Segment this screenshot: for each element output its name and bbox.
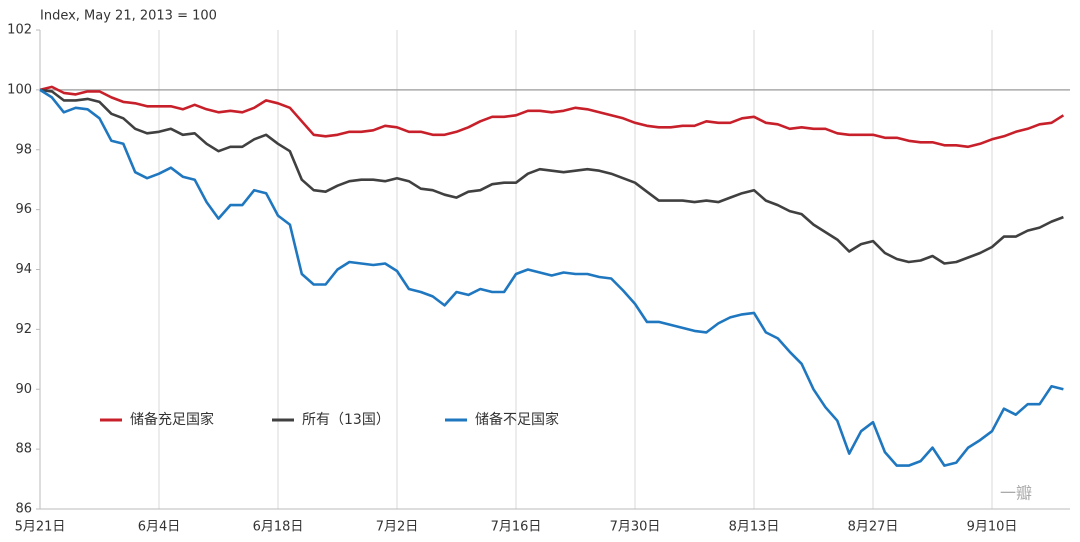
x-tick-label: 9月10日: [967, 520, 1018, 535]
x-tick-label: 6月4日: [138, 520, 181, 535]
x-tick-label: 7月16日: [491, 520, 542, 535]
y-tick-label: 90: [15, 382, 32, 397]
x-tick-label: 8月13日: [729, 520, 780, 535]
series-line: [39, 88, 1064, 467]
y-tick-label: 88: [15, 442, 32, 457]
y-tick-label: 94: [15, 262, 32, 277]
x-tick-label: 7月30日: [610, 520, 661, 535]
y-tick-label: 86: [15, 502, 32, 517]
x-tick-label: 7月2日: [376, 520, 419, 535]
series-line: [39, 85, 1065, 149]
y-tick-label: 92: [15, 322, 32, 337]
series-line: [39, 88, 1064, 265]
y-tick-label: 102: [7, 23, 32, 38]
legend-label: 所有（13国）: [302, 412, 390, 428]
y-axis-label: Index, May 21, 2013 = 100: [40, 9, 217, 24]
x-tick-label: 8月27日: [848, 520, 899, 535]
x-tick-label: 6月18日: [253, 520, 304, 535]
y-tick-label: 98: [15, 142, 32, 157]
watermark: 一瓣: [1000, 484, 1032, 503]
x-tick-label: 5月21日: [15, 520, 66, 535]
y-tick-label: 96: [15, 202, 32, 217]
legend-label: 储备不足国家: [475, 411, 559, 428]
legend-label: 储备充足国家: [130, 411, 214, 428]
y-tick-label: 100: [7, 82, 32, 97]
